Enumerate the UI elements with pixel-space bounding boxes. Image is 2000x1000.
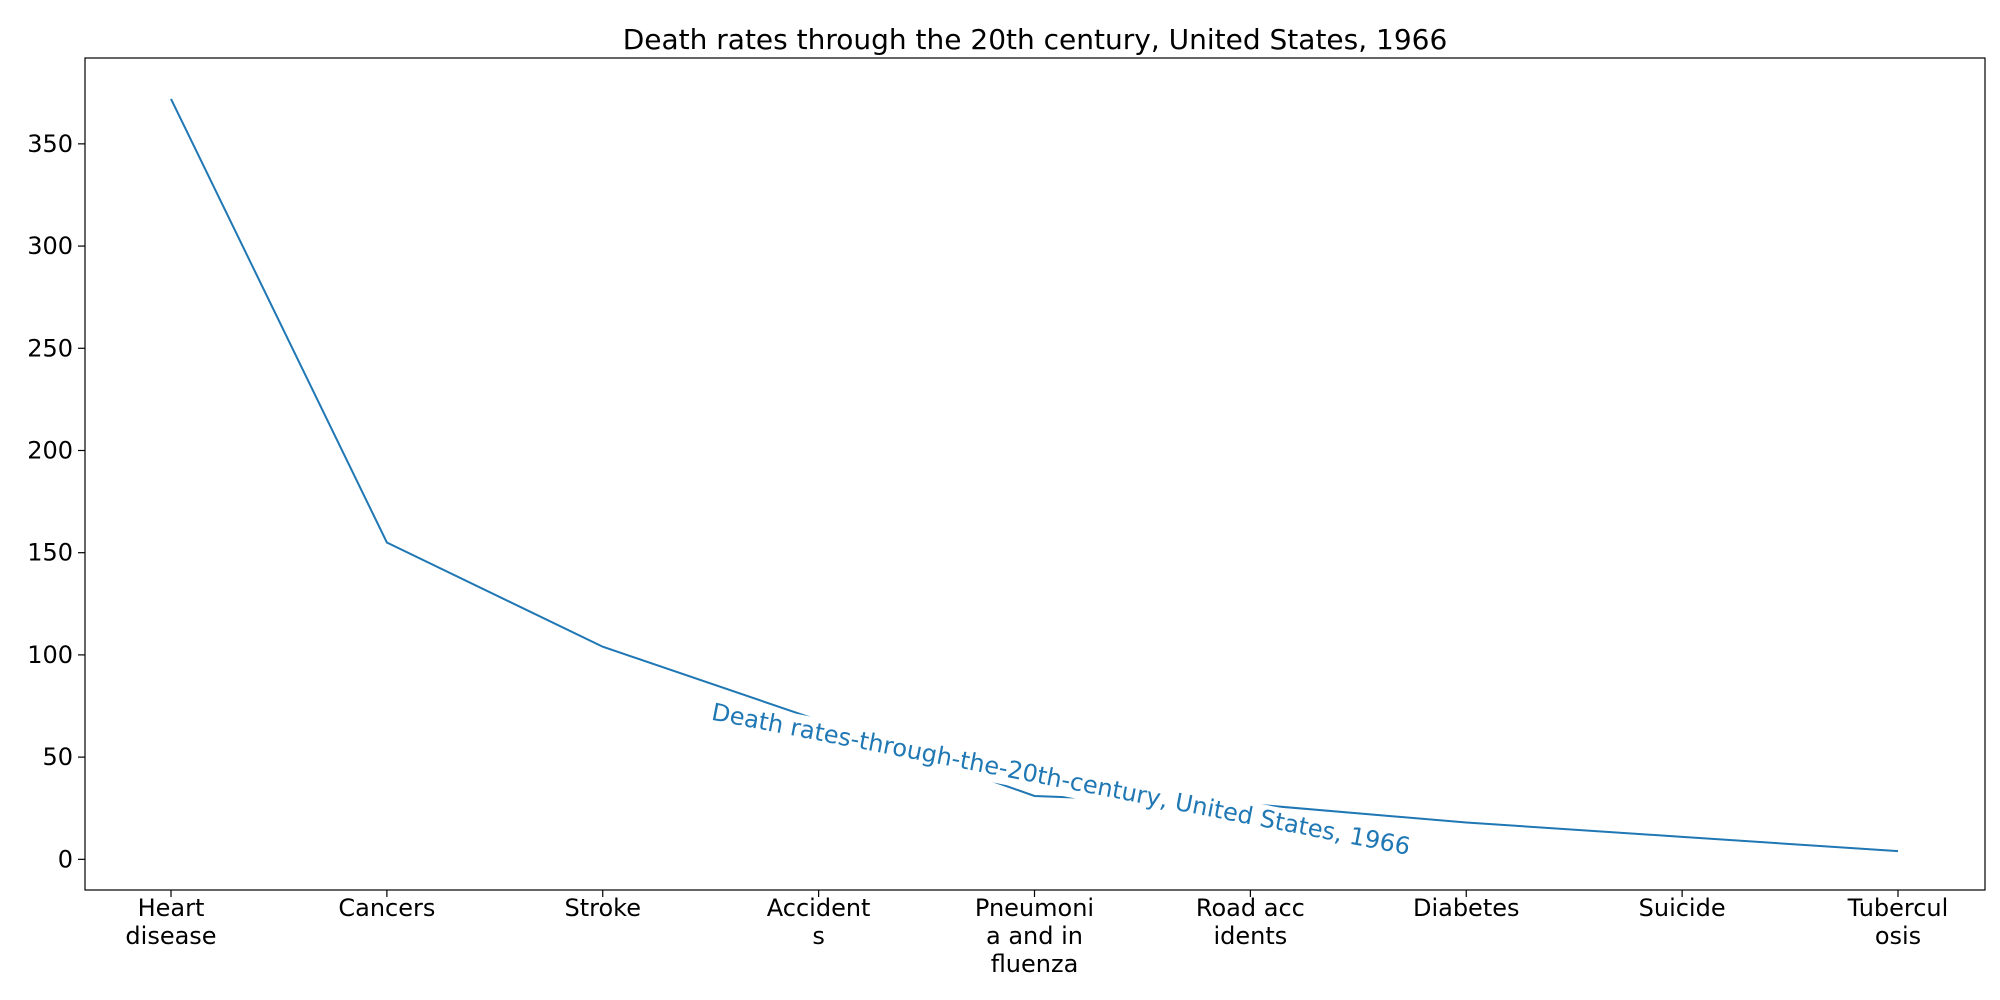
y-tick-label: 50 <box>42 743 73 771</box>
y-tick-label: 100 <box>27 641 73 669</box>
x-tick-label-line: Diabetes <box>1413 894 1520 922</box>
x-tick-label-line: idents <box>1213 922 1287 950</box>
x-tick-label-line: Tubercul <box>1847 894 1949 922</box>
x-axis: Heart disease Cancers Stroke Accident s Pneumo… <box>125 890 1948 978</box>
x-tick-label-line: disease <box>125 922 216 950</box>
x-tick-label-line: Cancers <box>338 894 435 922</box>
x-tick-label: Heart disease <box>125 894 216 950</box>
x-tick-label: Road acc idents <box>1196 894 1305 950</box>
y-tick-label: 200 <box>27 436 73 464</box>
x-tick-label-line: Road acc <box>1196 894 1305 922</box>
chart-title: Death rates through the 20th century, Un… <box>623 23 1448 56</box>
x-tick-label: Suicide <box>1639 894 1726 922</box>
x-tick-label: Cancers <box>338 894 435 922</box>
x-tick-label-line: Accident <box>767 894 871 922</box>
x-tick-label: Tubercul osis <box>1847 894 1949 950</box>
x-tick-label: Diabetes <box>1413 894 1520 922</box>
y-axis: 0 50 100 150 200 250 300 350 <box>27 130 85 873</box>
y-tick-label: 300 <box>27 232 73 260</box>
x-tick-label-line: s <box>812 922 825 950</box>
y-tick-label: 350 <box>27 130 73 158</box>
series-layer: Death rates-through-the-20th-century, Un… <box>171 99 1898 866</box>
x-tick-label-line: Heart <box>138 894 205 922</box>
x-tick-label-line: Suicide <box>1639 894 1726 922</box>
y-tick-label: 150 <box>27 539 73 567</box>
x-tick-label-line: Stroke <box>565 894 641 922</box>
y-tick-label: 250 <box>27 334 73 362</box>
x-tick-label: Accident s <box>767 894 871 950</box>
x-tick-label-line: fluenza <box>991 950 1079 978</box>
x-tick-label-line: osis <box>1875 922 1921 950</box>
x-tick-label-line: a and in <box>986 922 1083 950</box>
series-line <box>171 99 1898 851</box>
series-label: Death rates-through-the-20th-century, Un… <box>709 698 1412 861</box>
x-tick-label-line: Pneumoni <box>975 894 1094 922</box>
x-tick-label: Pneumoni a and in fluenza <box>975 894 1094 978</box>
y-tick-label: 0 <box>58 845 73 873</box>
x-tick-label: Stroke <box>565 894 641 922</box>
